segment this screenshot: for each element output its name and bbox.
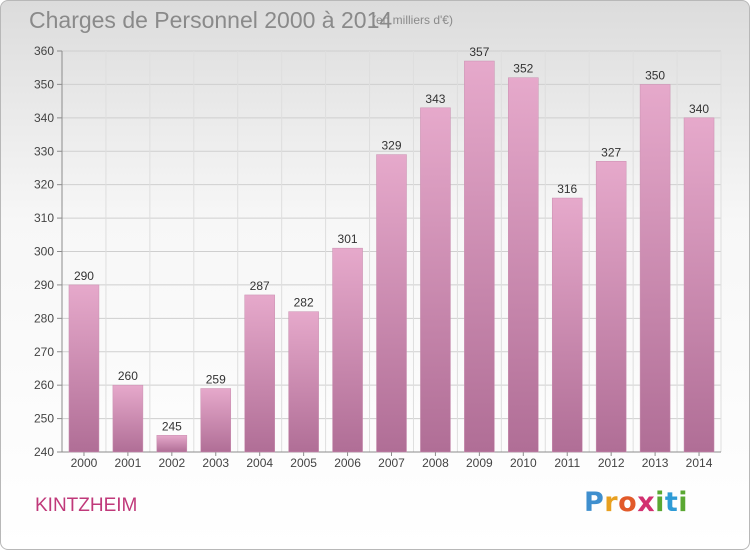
bar-2014: [683, 117, 715, 453]
data-label: 260: [118, 369, 138, 383]
bar-2009: [464, 60, 495, 453]
data-label: 343: [425, 92, 445, 106]
data-label: 329: [381, 139, 401, 153]
data-label: 301: [338, 232, 358, 246]
proxiti-logo: Proxiti: [584, 487, 689, 518]
x-tick-label: 2008: [422, 456, 449, 470]
data-label: 282: [294, 296, 314, 310]
bar-2013: [639, 84, 671, 453]
bar-2005: [288, 311, 319, 453]
x-tick-label: 2003: [202, 456, 229, 470]
bar-2011: [551, 197, 583, 453]
bar-2007: [376, 154, 407, 453]
data-label: 352: [513, 62, 533, 76]
bar-2004: [244, 294, 275, 453]
y-tick-label: 320: [34, 178, 54, 192]
x-tick-label: 2013: [642, 456, 669, 470]
x-tick-label: 2000: [71, 456, 98, 470]
x-tick-label: 2014: [686, 456, 713, 470]
data-label: 316: [557, 182, 577, 196]
y-tick-label: 270: [34, 345, 54, 359]
y-tick-label: 330: [34, 144, 54, 158]
data-label: 287: [250, 279, 270, 293]
bar-2001: [112, 384, 144, 453]
x-tick-label: 2007: [378, 456, 405, 470]
chart-title: Charges de Personnel 2000 à 2014: [29, 7, 393, 33]
data-label: 290: [74, 269, 94, 283]
x-tick-label: 2001: [115, 456, 142, 470]
bar-2006: [332, 247, 363, 453]
data-label: 327: [601, 145, 621, 159]
x-tick-label: 2010: [510, 456, 537, 470]
x-tick-label: 2006: [334, 456, 361, 470]
y-tick-label: 260: [34, 378, 54, 392]
y-tick-label: 240: [34, 445, 54, 459]
bar-2010: [508, 77, 539, 453]
data-label: 350: [645, 68, 665, 82]
bar-2008: [420, 107, 451, 453]
x-tick-label: 2009: [466, 456, 493, 470]
y-tick-label: 250: [34, 412, 54, 426]
data-label: 259: [206, 373, 226, 387]
x-tick-label: 2005: [290, 456, 317, 470]
bars: [68, 60, 715, 453]
data-label: 245: [162, 419, 182, 433]
bar-2012: [595, 161, 627, 453]
x-tick-label: 2011: [554, 456, 580, 470]
y-tick-label: 280: [34, 311, 54, 325]
bar-2003: [200, 388, 232, 453]
y-tick-label: 290: [34, 278, 54, 292]
data-label: 340: [689, 102, 709, 116]
commune-name: KINTZHEIM: [35, 495, 138, 516]
y-tick-label: 310: [34, 211, 54, 225]
data-labels: 290 260 245 259 287 282 301 329 343 357 352 316 327 3…: [74, 45, 709, 433]
data-label: 357: [469, 45, 489, 59]
x-tick-label: 2012: [598, 456, 625, 470]
x-tick-label: 2004: [246, 456, 273, 470]
chart-subtitle: (en milliers d'€): [372, 13, 453, 27]
y-tick-label: 350: [34, 77, 54, 91]
y-tick-label: 300: [34, 245, 54, 259]
bar-2002: [156, 435, 188, 453]
y-tick-label: 340: [34, 111, 54, 125]
y-tick-label: 360: [34, 44, 54, 58]
bar-2000: [68, 284, 100, 453]
x-tick-label: 2002: [158, 456, 185, 470]
